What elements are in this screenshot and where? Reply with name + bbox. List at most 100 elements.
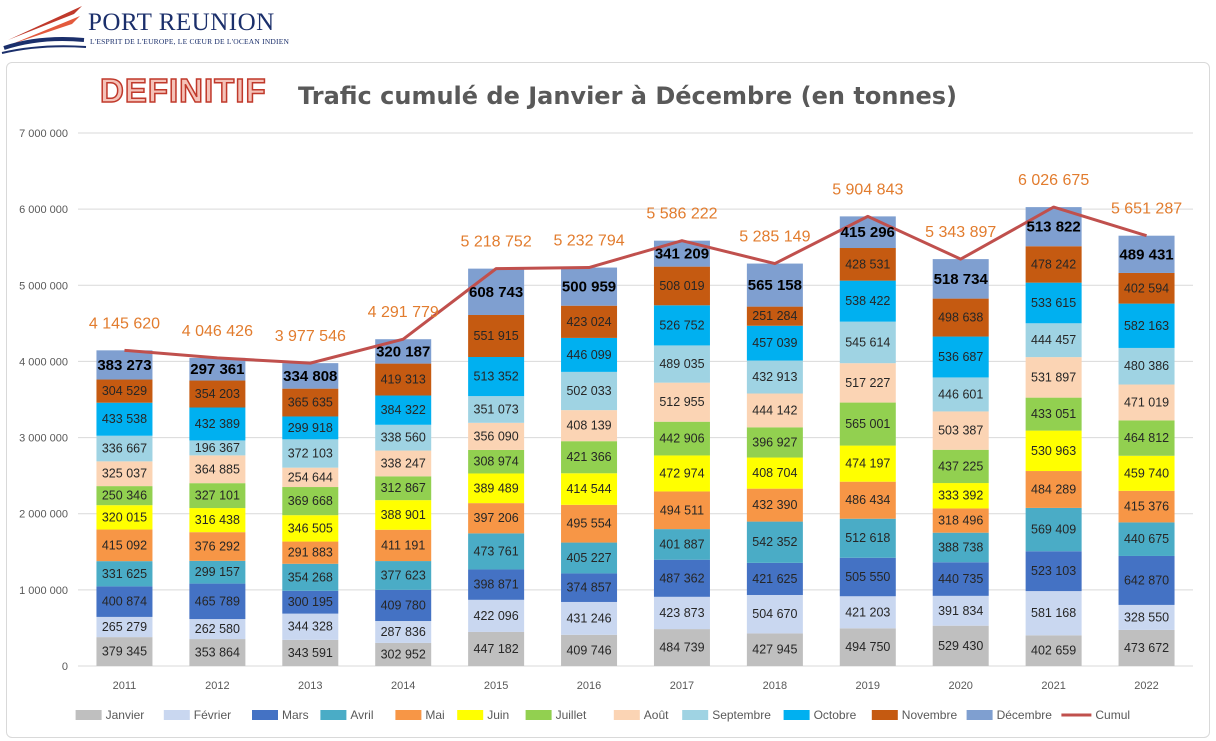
bar-segment-label: 421 366 [566,450,611,464]
x-tick-label: 2018 [763,680,787,692]
bar-segment-label: 503 387 [938,424,983,438]
bar-segment-label: 494 750 [845,640,890,654]
bar-segment-label: 408 139 [566,419,611,433]
legend-label: Août [644,708,669,722]
bar-segment-label: 504 670 [752,607,797,621]
cumul-label: 4 145 620 [89,315,160,332]
bar-segment [561,634,618,666]
legend-swatch [320,710,347,720]
bar-segment [932,562,989,596]
bar-segment [746,488,803,522]
y-tick-label: 3 000 000 [19,433,68,445]
bar-segment-label: 423 873 [659,606,704,620]
port-reunion-logo: PORT REUNION L'ESPRIT DE L'EUROPE, LE CŒ… [0,0,300,56]
bar-segment [282,590,339,614]
bar-segment [189,508,246,533]
bar-segment [375,363,432,396]
bar-segment [468,396,525,423]
bar-segment [1025,551,1082,592]
bar-segment-label: 388 738 [938,540,983,554]
bar-segment-label: 545 614 [845,335,890,349]
bar-segment-label: 480 386 [1124,359,1169,373]
bar-segment-label: 419 313 [381,373,426,387]
bar-segment-label: 533 615 [1031,296,1076,310]
bar-segment-label: 569 409 [1031,523,1076,537]
bar-segment [653,596,710,630]
bar-segment [1118,347,1175,385]
x-tick-label: 2022 [1134,680,1158,692]
bar-segment-label: 582 163 [1124,319,1169,333]
cumul-label: 5 343 897 [925,224,996,241]
bar-segment [839,363,896,403]
cumul-line [124,205,1147,365]
chart-title: Trafic cumulé de Janvier à Décembre (en … [298,82,958,110]
bar-segment [746,325,803,361]
bar-segment [932,377,989,412]
bar-segment [468,569,525,600]
x-tick-label: 2017 [670,680,694,692]
bar-segment-label: 423 024 [566,315,611,329]
bar-segment-label: 505 550 [845,570,890,584]
bar-segment-label: 478 242 [1031,257,1076,271]
bar-segment [1025,430,1082,472]
legend-label: Septembre [712,708,771,722]
bar-segment-label: 396 927 [752,435,797,449]
bar-segment [468,314,525,358]
bar-segment-label: 489 035 [659,357,704,371]
bar-segment [1025,357,1082,398]
bar-segment [561,601,618,635]
bar-segment-label: 415 296 [841,224,895,241]
bar-segment-label: 384 322 [381,403,426,417]
bar-segment [1118,522,1175,556]
x-tick-label: 2012 [205,680,229,692]
legend-swatch [457,710,484,720]
legend-swatch [783,710,810,720]
bar-segment [653,266,710,306]
bar-segment [282,388,339,417]
bar-segment [932,298,989,337]
bar-segment-label: 529 430 [938,639,983,653]
bar-segment [468,449,525,474]
x-tick-label: 2011 [113,680,137,692]
bar-segment-label: 447 182 [474,642,519,656]
bar-segment [932,483,989,509]
bar-segment [96,529,153,562]
bar-segment-label: 402 659 [1031,644,1076,658]
bar-segment [1118,455,1175,491]
cumul-label: 5 285 149 [739,229,810,246]
bar-segment-label: 421 203 [845,605,890,619]
bar-segment [839,445,896,482]
bar-segment [561,542,618,574]
bar-segment [189,357,246,381]
bar-segment-label: 437 225 [938,459,983,473]
bar-segment-label: 484 739 [659,641,704,655]
bar-segment [189,583,246,620]
bar-segment-label: 254 644 [288,470,333,484]
bar-segment [561,441,618,474]
bar-segment-label: 512 955 [659,395,704,409]
bar-segment-label: 414 544 [566,482,611,496]
bar-segment [189,380,246,408]
bar-segment [282,613,339,640]
bar-segment-label: 318 496 [938,514,983,528]
legend-label: Décembre [997,708,1053,722]
bar-segment [282,487,339,516]
bar-segment-label: 409 746 [566,643,611,657]
bar-segment [375,395,432,425]
bar-segment-label: 402 594 [1124,281,1169,295]
y-tick-label: 1 000 000 [19,585,68,597]
bar-segment [189,483,246,509]
bar-segment [375,621,432,643]
bar-segment-label: 427 945 [752,643,797,657]
bar-segment [561,473,618,505]
bar-segment-label: 432 390 [752,498,797,512]
bar-segment [375,450,432,477]
y-tick-label: 6 000 000 [19,204,68,216]
bar-segment [932,336,989,378]
bar-segment [1118,303,1175,348]
bar-segment-label: 354 203 [195,387,240,401]
bar-segment [653,491,710,530]
bar-segment-label: 338 560 [381,431,426,445]
bar-segment-label: 508 019 [659,279,704,293]
bar-segment-label: 440 735 [938,572,983,586]
